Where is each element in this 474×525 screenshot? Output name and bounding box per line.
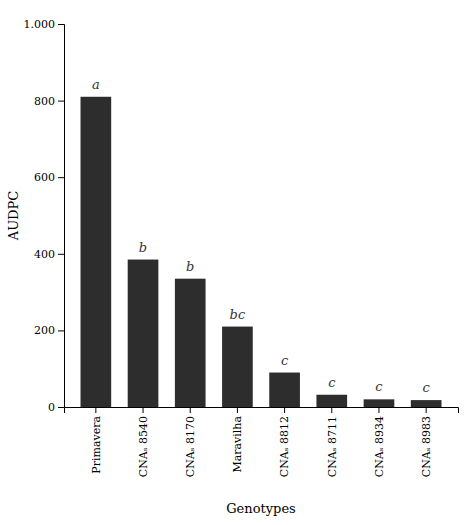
y-tick-label: 400 [34, 248, 55, 261]
annotation: c [328, 375, 336, 390]
y-axis: 0 200 400 600 800 1.000 [24, 18, 65, 414]
x-tick-mark [143, 407, 144, 413]
y-tick-mark [58, 407, 64, 408]
x-tick-label: Primavera [90, 416, 103, 474]
plot: 0 200 400 600 800 1.000 Primavera CNAₛ 8540 CNAₛ… [24, 18, 459, 477]
annotation: b [139, 240, 147, 255]
x-tick: CNAₛ 8711 [326, 407, 339, 477]
x-axis-line [65, 408, 459, 414]
x-tick-label: CNAₛ 8934 [373, 416, 386, 477]
x-tick-label: CNAₛ 8540 [137, 416, 150, 477]
y-tick-label: 0 [48, 401, 55, 414]
annotation: c [281, 353, 289, 368]
y-tick-mark [58, 101, 64, 102]
y-axis-title: AUDPC [6, 191, 21, 242]
y-tick-mark [58, 254, 64, 255]
x-tick-mark [284, 407, 285, 413]
annotation: b [186, 259, 194, 274]
x-axis-title: Genotypes [226, 501, 296, 516]
y-tick: 600 [34, 171, 64, 184]
x-tick-label: CNAₛ 8711 [326, 416, 339, 477]
bar [269, 373, 300, 407]
x-tick-label: Maravilha [231, 416, 244, 473]
x-axis: Primavera CNAₛ 8540 CNAₛ 8170 Maravilha CNAₛ… [65, 407, 459, 477]
bar [175, 279, 206, 407]
x-tick-mark [237, 407, 238, 413]
bar [316, 395, 347, 407]
x-tick-mark [95, 407, 96, 413]
y-tick: 800 [34, 95, 64, 108]
annotations: a b b bc c c c c [92, 77, 431, 395]
annotation: bc [230, 307, 246, 322]
y-tick-mark [58, 177, 64, 178]
chart: 0 200 400 600 800 1.000 Primavera CNAₛ 8540 CNAₛ… [0, 0, 474, 525]
y-tick: 1.000 [24, 18, 65, 31]
x-tick: Maravilha [231, 407, 244, 473]
x-tick: CNAₛ 8170 [184, 407, 197, 477]
x-tick-mark [378, 407, 379, 413]
y-tick-mark [58, 24, 64, 25]
y-tick: 400 [34, 248, 64, 261]
x-tick-label: CNAₛ 8170 [184, 416, 197, 477]
x-tick: CNAₛ 8540 [137, 407, 150, 477]
bars [81, 97, 442, 407]
bar [81, 97, 112, 407]
x-tick: Primavera [90, 407, 103, 474]
annotation: c [375, 379, 383, 394]
y-tick-label: 200 [34, 324, 55, 337]
x-tick-label: CNAₛ 8812 [278, 416, 291, 477]
bar [222, 327, 253, 407]
x-tick-mark [190, 407, 191, 413]
y-axis-line [58, 25, 65, 408]
y-tick-label: 800 [34, 95, 55, 108]
x-tick-label: CNAₛ 8983 [420, 416, 433, 477]
x-tick-mark [426, 407, 427, 413]
bar [128, 260, 159, 407]
x-tick-mark [331, 407, 332, 413]
bar [411, 400, 442, 407]
x-tick: CNAₛ 8934 [373, 407, 386, 477]
y-tick: 0 [48, 401, 64, 414]
y-tick-mark [58, 330, 64, 331]
y-tick-label: 600 [34, 171, 55, 184]
annotation: c [423, 380, 431, 395]
y-tick-label: 1.000 [24, 18, 56, 31]
y-tick: 200 [34, 324, 64, 337]
x-tick: CNAₛ 8812 [278, 407, 291, 477]
bar [364, 399, 395, 407]
annotation: a [92, 77, 100, 92]
x-tick: CNAₛ 8983 [420, 407, 433, 477]
